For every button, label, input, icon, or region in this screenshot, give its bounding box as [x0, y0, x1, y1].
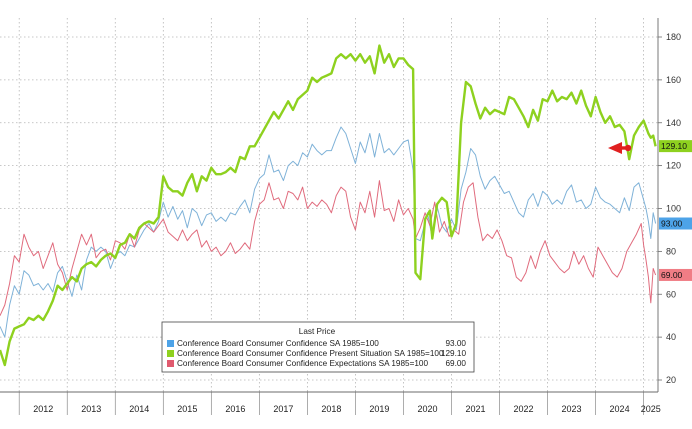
badge-present-situation-bg	[659, 140, 692, 153]
x-tick-label-2020: 2020	[417, 404, 437, 414]
y-tick-label-120: 120	[666, 161, 681, 171]
y-tick-label-100: 100	[666, 204, 681, 214]
legend-value-expectations: 69.00	[446, 359, 467, 368]
x-tick-label-2023: 2023	[562, 404, 582, 414]
y-tick-label-20: 20	[666, 375, 676, 385]
x-tick-label-2012: 2012	[33, 404, 53, 414]
badge-overall-value: 93.00	[661, 219, 683, 229]
y-tick-label-60: 60	[666, 289, 676, 299]
series-lines	[0, 44, 657, 367]
axes: 20 40 60 80 100 120 140 160 180 2012 2013 2014 2015 2…	[0, 18, 681, 415]
y-tick-label-160: 160	[666, 75, 681, 85]
left-arrow-icon	[608, 142, 622, 154]
x-tick-label-2014: 2014	[129, 404, 149, 414]
legend-label-overall: Conference Board Consumer Confidence SA …	[177, 339, 379, 348]
x-tick-label-2015: 2015	[177, 404, 197, 414]
last-price-arrow	[608, 142, 632, 154]
x-tick-label-2016: 2016	[225, 404, 245, 414]
x-tick-label-2022: 2022	[514, 404, 534, 414]
y-tick-label-140: 140	[666, 118, 681, 128]
badge-present-situation: 129.10	[659, 140, 692, 153]
series-line-present-situation	[0, 44, 657, 367]
y-tick-label-180: 180	[666, 32, 681, 42]
legend-swatch-expectations	[167, 360, 174, 367]
badge-present-situation-value: 129.10	[661, 141, 687, 151]
x-tick-label-2018: 2018	[321, 404, 341, 414]
series-line-expectations	[0, 180, 657, 316]
badge-expectations-value: 69.00	[661, 270, 683, 280]
last-price-badges: 93.00 129.10 69.00	[659, 140, 692, 281]
legend-title: Last Price	[299, 327, 336, 336]
legend-value-present: 129.10	[441, 349, 466, 358]
y-tick-label-40: 40	[666, 332, 676, 342]
arrow-shaft	[620, 146, 629, 150]
legend-label-expectations: Conference Board Consumer Confidence Exp…	[177, 359, 428, 368]
badge-overall-bg	[659, 217, 692, 230]
x-tick-label-2017: 2017	[273, 404, 293, 414]
x-tick-label-2019: 2019	[369, 404, 389, 414]
legend: Last Price Conference Board Consumer Con…	[161, 321, 475, 373]
legend-box	[161, 321, 475, 373]
x-tick-label-2024: 2024	[610, 404, 630, 414]
legend-label-present: Conference Board Consumer Confidence Pre…	[177, 349, 444, 358]
y-tick-label-80: 80	[666, 246, 676, 256]
badge-expectations: 69.00	[659, 268, 692, 281]
x-tick-label-2025: 2025	[641, 404, 661, 414]
series-line-overall	[0, 126, 657, 338]
legend-swatch-overall	[167, 340, 174, 347]
legend-value-overall: 93.00	[446, 339, 467, 348]
x-tick-label-2013: 2013	[81, 404, 101, 414]
x-tick-label-2021: 2021	[465, 404, 485, 414]
legend-swatch-present	[167, 350, 174, 357]
badge-expectations-bg	[659, 268, 692, 281]
badge-overall: 93.00	[659, 217, 692, 230]
